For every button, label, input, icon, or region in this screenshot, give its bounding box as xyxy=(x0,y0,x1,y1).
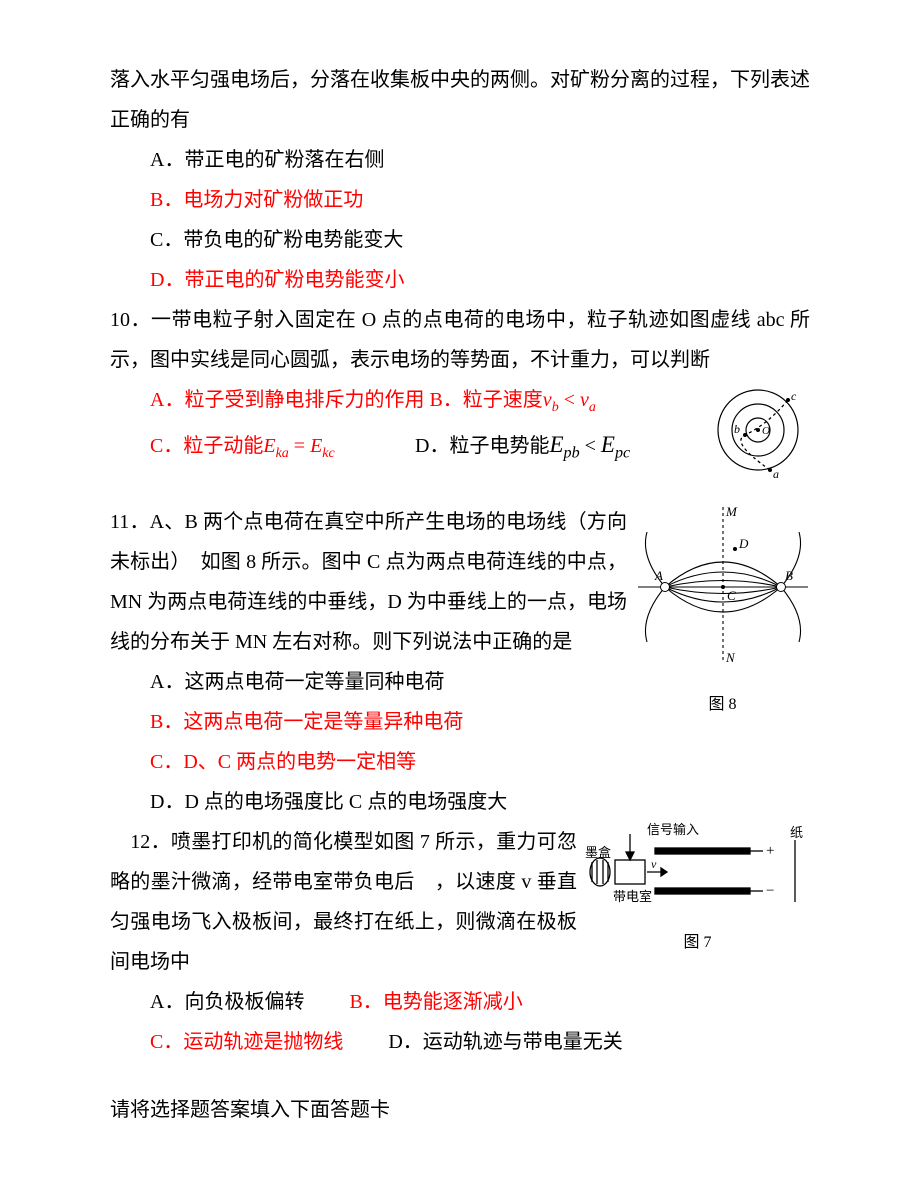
q9-stem-tail: 落入水平匀强电场后，分落在收集板中央的两侧。对矿粉分离的过程，下列表述正确的有 xyxy=(110,60,810,140)
svg-text:信号输入: 信号输入 xyxy=(647,822,699,837)
svg-text:B: B xyxy=(785,568,793,583)
q10-opt-b: B．粒子速度vb < va xyxy=(429,389,595,411)
q9-opt-c: C．带负电的矿粉电势能变大 xyxy=(110,220,810,260)
svg-text:+: + xyxy=(766,843,774,859)
svg-text:墨盒: 墨盒 xyxy=(585,845,611,860)
q12-line2: C．运动轨迹是抛物线 D．运动轨迹与带电量无关 xyxy=(110,1022,810,1062)
q12-line1: A．向负极板偏转 B．电势能逐渐减小 xyxy=(110,982,810,1022)
q10-figure: a b c O xyxy=(690,380,810,502)
q12-opt-c: C．运动轨迹是抛物线 xyxy=(150,1022,343,1062)
q11-fig-caption: 图 8 xyxy=(635,689,810,721)
q10-stem: 10．一带电粒子射入固定在 O 点的点电荷的电场中，粒子轨迹如图虚线 abc 所… xyxy=(110,300,810,380)
q9-opt-a: A．带正电的矿粉落在右侧 xyxy=(110,140,810,180)
q9-opt-b: B．电场力对矿粉做正功 xyxy=(110,180,810,220)
svg-text:M: M xyxy=(725,504,738,519)
q10-opt-c: C．粒子动能Eka = Ekc xyxy=(150,426,410,468)
q11-figure: A B C D M N 图 8 xyxy=(635,502,810,721)
q12-opt-a: A．向负极板偏转 xyxy=(150,982,304,1022)
svg-text:c: c xyxy=(791,389,797,403)
svg-text:C: C xyxy=(727,588,736,603)
svg-text:O: O xyxy=(762,425,770,437)
dipole-field-icon: A B C D M N xyxy=(635,502,810,677)
svg-text:b: b xyxy=(734,422,740,436)
q12-opt-d: D．运动轨迹与带电量无关 xyxy=(388,1022,622,1062)
svg-text:v: v xyxy=(651,857,657,871)
concentric-circles-icon: a b c O xyxy=(690,380,810,490)
svg-text:N: N xyxy=(725,650,736,665)
q12-figure: 信号输入 墨盒 带电室 纸 v + − 图 7 xyxy=(585,822,810,959)
q12-opt-b: B．电势能逐渐减小 xyxy=(349,982,522,1022)
svg-text:−: − xyxy=(766,883,774,899)
svg-text:带电室: 带电室 xyxy=(613,889,652,904)
svg-text:A: A xyxy=(654,568,663,583)
svg-text:纸: 纸 xyxy=(790,825,803,840)
q9-opt-d: D．带正电的矿粉电势能变小 xyxy=(110,260,810,300)
q10-opt-a: A．粒子受到静电排斥力的作用 xyxy=(150,380,424,420)
svg-text:D: D xyxy=(738,536,749,551)
q11-opt-d: D．D 点的电场强度比 C 点的电场强度大 xyxy=(110,782,810,822)
svg-text:a: a xyxy=(773,467,779,481)
q12-fig-caption: 图 7 xyxy=(585,927,810,959)
inkjet-printer-icon: 信号输入 墨盒 带电室 纸 v + − xyxy=(585,822,810,917)
answer-card-note: 请将选择题答案填入下面答题卡 xyxy=(110,1090,810,1130)
q11-opt-c: C．D、C 两点的电势一定相等 xyxy=(110,742,810,782)
q10-opt-d: D．粒子电势能Epb < Epc xyxy=(415,435,630,457)
